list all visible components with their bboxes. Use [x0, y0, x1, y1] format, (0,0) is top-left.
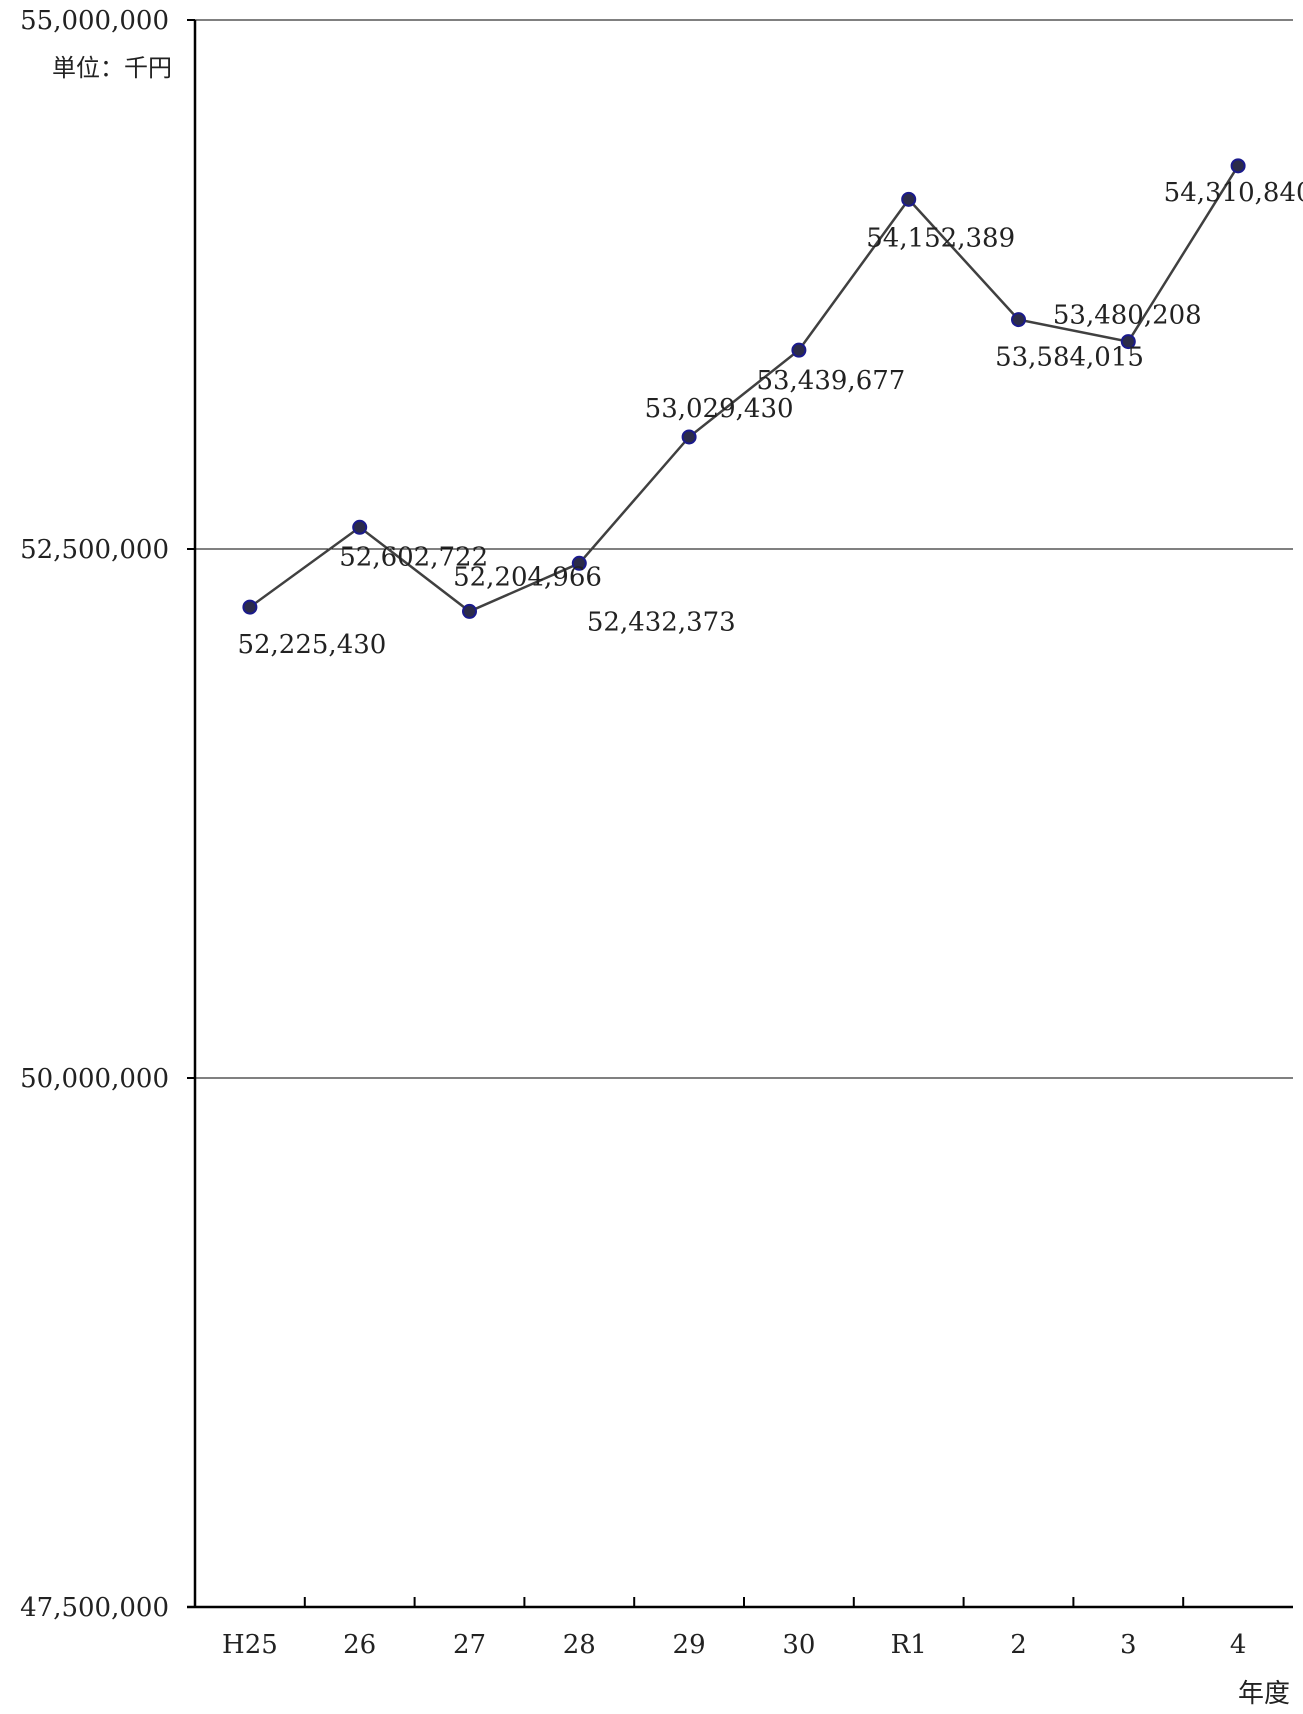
data-label: 54,152,389	[866, 223, 1015, 253]
x-tick-label: 29	[673, 1630, 706, 1660]
y-tick-label: 52,500,000	[20, 535, 169, 565]
data-point	[901, 191, 917, 207]
series-line	[249, 165, 1240, 613]
data-label: 54,310,840	[1164, 178, 1303, 208]
x-tick-label: 27	[453, 1630, 486, 1660]
data-point	[1011, 312, 1026, 328]
axes: 47,500,000 50,000,000 52,500,000 55,000,000…	[20, 6, 1293, 1660]
data-point	[242, 599, 258, 615]
x-tick-label: 26	[343, 1630, 376, 1660]
data-label: 52,432,373	[587, 607, 736, 637]
x-tick-label: 2	[1010, 1630, 1027, 1660]
data-label: 53,439,677	[756, 366, 905, 396]
x-tick-label: 3	[1120, 1630, 1137, 1660]
data-label: 52,225,430	[237, 630, 386, 660]
y-tick-label: 55,000,000	[20, 6, 169, 36]
data-point	[681, 429, 697, 445]
data-point	[462, 603, 477, 619]
x-tick-label: 28	[563, 1630, 596, 1660]
data-point	[571, 555, 587, 571]
data-point	[791, 342, 807, 358]
x-tick-label: 4	[1230, 1630, 1247, 1660]
data-point	[352, 519, 368, 535]
data-label: 52,602,722	[339, 542, 488, 572]
x-tick-label: H25	[222, 1630, 278, 1660]
data-point	[1120, 334, 1136, 350]
data-label: 53,480,208	[1053, 301, 1202, 331]
y-tick-label: 47,500,000	[20, 1593, 169, 1623]
unit-label: 単位：千円	[52, 54, 172, 82]
y-tick-label: 50,000,000	[20, 1064, 169, 1094]
series	[242, 158, 1246, 619]
data-label: 53,584,015	[995, 343, 1144, 373]
x-tick-label: R1	[891, 1630, 927, 1660]
data-label: 53,029,430	[645, 394, 794, 424]
gridlines	[195, 19, 1293, 1079]
data-point	[1230, 158, 1246, 174]
data-label: 52,204,966	[453, 562, 602, 592]
x-tick-label: 30	[782, 1630, 815, 1660]
x-axis-title: 年度	[1238, 1679, 1290, 1709]
